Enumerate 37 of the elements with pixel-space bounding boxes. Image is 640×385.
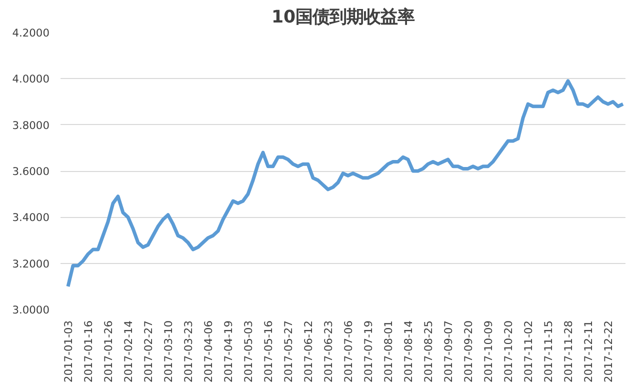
x-tick-label: 2017-01-26 xyxy=(102,320,115,382)
x-tick-label: 2017-08-25 xyxy=(422,320,435,382)
x-tick-label: 2017-03-23 xyxy=(182,320,195,382)
x-tick-label: 2017-06-12 xyxy=(302,320,315,382)
x-tick-label: 2017-10-09 xyxy=(482,320,495,382)
x-tick-label: 2017-09-07 xyxy=(442,320,455,382)
x-tick-label: 2017-04-19 xyxy=(222,320,235,382)
x-tick-label: 2017-01-16 xyxy=(82,320,95,382)
x-tick-label: 2017-05-16 xyxy=(262,320,275,382)
y-tick-label: 3.8000 xyxy=(12,118,50,132)
line-series xyxy=(66,79,625,288)
x-tick-label: 2017-09-20 xyxy=(462,320,475,382)
x-tick-label: 2017-10-20 xyxy=(502,320,515,382)
x-tick-label: 2017-08-01 xyxy=(382,320,395,382)
x-tick-label: 2017-12-22 xyxy=(602,320,615,382)
x-tick-label: 2017-05-03 xyxy=(242,320,255,382)
x-tick-label: 2017-03-10 xyxy=(162,320,175,382)
y-tick-label: 3.0000 xyxy=(12,304,50,316)
chart-title: 10国债到期收益率 xyxy=(271,8,415,28)
y-tick-label: 3.6000 xyxy=(12,165,50,178)
x-tick-label: 2017-11-28 xyxy=(562,320,575,382)
x-tick-label: 2017-11-15 xyxy=(542,320,555,382)
x-tick-label: 2017-05-27 xyxy=(282,320,295,382)
x-tick-label: 2017-07-06 xyxy=(342,320,355,382)
y-tick-label: 3.2000 xyxy=(12,257,50,270)
y-tick-label: 4.0000 xyxy=(12,72,50,86)
y-tick-label: 3.4000 xyxy=(12,211,50,224)
x-tick-label: 2017-06-23 xyxy=(322,320,335,382)
x-tick-label: 2017-02-14 xyxy=(122,320,135,382)
x-tick-label: 2017-07-19 xyxy=(362,320,375,382)
x-tick-label: 2017-01-03 xyxy=(62,320,75,382)
x-tick-label: 2017-02-27 xyxy=(142,320,155,382)
x-tick-label: 2017-08-14 xyxy=(402,320,415,382)
x-tick-label: 2017-04-06 xyxy=(202,320,215,382)
y-tick-label: 4.2000 xyxy=(12,26,50,40)
x-tick-label: 2017-11-02 xyxy=(522,320,535,382)
x-tick-label: 2017-12-11 xyxy=(582,320,595,382)
